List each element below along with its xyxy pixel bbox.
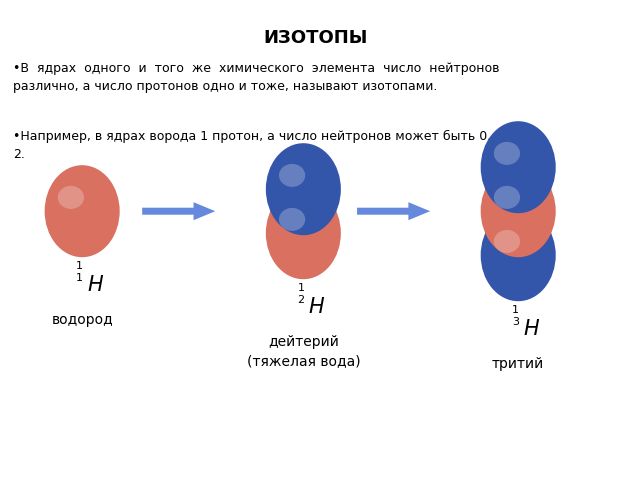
Ellipse shape	[494, 230, 520, 253]
Text: H: H	[308, 297, 324, 317]
Text: дейтерий
(тяжелая вода): дейтерий (тяжелая вода)	[246, 335, 360, 368]
Text: тритий: тритий	[492, 357, 545, 371]
Text: •Например, в ядрах ворода 1 протон, а число нейтронов может быть 0, 1,
2.: •Например, в ядрах ворода 1 протон, а чи…	[13, 130, 507, 161]
Ellipse shape	[266, 143, 341, 235]
Text: 1: 1	[76, 273, 83, 283]
Ellipse shape	[279, 208, 305, 231]
Text: 1: 1	[512, 305, 519, 315]
Ellipse shape	[279, 164, 305, 187]
Text: 2: 2	[298, 295, 305, 305]
Ellipse shape	[58, 186, 84, 209]
FancyArrow shape	[357, 202, 430, 220]
Text: ИЗОТОПЫ: ИЗОТОПЫ	[264, 29, 368, 47]
FancyArrow shape	[142, 202, 215, 220]
Text: водород: водород	[51, 313, 113, 327]
Ellipse shape	[494, 186, 520, 209]
Text: •В  ядрах  одного  и  того  же  химического  элемента  число  нейтронов
различно: •В ядрах одного и того же химического эл…	[13, 62, 499, 94]
Ellipse shape	[45, 165, 120, 257]
Text: H: H	[523, 319, 539, 339]
Text: 1: 1	[298, 283, 305, 293]
Text: H: H	[87, 275, 103, 295]
Ellipse shape	[481, 209, 556, 301]
Ellipse shape	[266, 187, 341, 279]
Text: 3: 3	[512, 317, 519, 327]
Ellipse shape	[494, 142, 520, 165]
Ellipse shape	[481, 165, 556, 257]
Text: 1: 1	[76, 261, 83, 271]
Ellipse shape	[481, 121, 556, 213]
